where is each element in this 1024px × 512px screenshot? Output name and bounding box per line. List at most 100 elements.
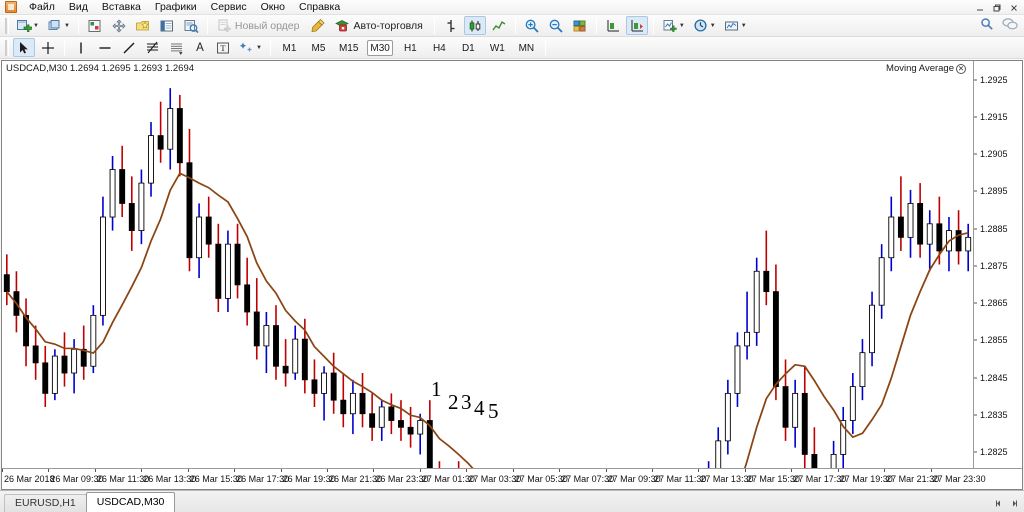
candle-body: [90, 314, 97, 367]
chart-plot-area[interactable]: [2, 61, 973, 468]
indicator-close-icon[interactable]: ✕: [956, 63, 966, 74]
search-icon[interactable]: [980, 17, 994, 36]
crosshair-icon[interactable]: [37, 38, 59, 57]
time-tick-label: 26 Mar 2018: [4, 474, 55, 484]
annotation-5: 5: [488, 399, 499, 423]
candles-group: [3, 88, 972, 468]
new-chart-icon[interactable]: ▼: [13, 16, 42, 35]
candle-body: [3, 274, 10, 293]
toolbar-separator: [64, 39, 65, 56]
equidistant-channel-icon[interactable]: [166, 38, 188, 57]
minimize-button[interactable]: [971, 1, 988, 14]
tab-nav: [993, 497, 1020, 509]
candle-body: [119, 169, 126, 204]
text-label-icon[interactable]: T: [212, 38, 234, 57]
time-tick: [2, 469, 3, 472]
chart-window[interactable]: USDCAD,M30 1.2694 1.2695 1.2693 1.2694 M…: [1, 60, 1023, 490]
tab-eurusd-h1[interactable]: EURUSD,H1: [4, 494, 87, 512]
time-tick: [466, 469, 468, 472]
strategy-tester-icon[interactable]: [180, 16, 202, 35]
cursor-arrow-icon[interactable]: [13, 38, 35, 57]
menu-file[interactable]: Файл: [29, 0, 55, 13]
auto-scroll-icon[interactable]: [625, 16, 648, 35]
menu-charts[interactable]: Графики: [154, 0, 197, 13]
tab-scroll-right-button[interactable]: [1009, 497, 1020, 509]
autotrading-button[interactable]: Авто-торговля: [331, 16, 428, 35]
data-window-icon[interactable]: [108, 16, 130, 35]
time-tick: [512, 469, 514, 472]
vertical-line-icon[interactable]: [70, 38, 92, 57]
tab-scroll-left-button[interactable]: [993, 497, 1004, 509]
bar-chart-icon[interactable]: [440, 16, 462, 35]
periods-clock-icon[interactable]: ▼: [690, 16, 719, 35]
line-chart-icon[interactable]: [488, 16, 510, 35]
time-tick: [327, 469, 328, 472]
time-tick-label: 27 Mar 23:30: [932, 474, 986, 484]
timeframe-h1[interactable]: H1: [403, 42, 417, 54]
candle-body: [282, 365, 289, 374]
trendline-icon[interactable]: [118, 38, 140, 57]
candle-body: [138, 182, 145, 231]
chart-shift-icon[interactable]: [602, 16, 624, 35]
time-tick-label: 26 Mar 23:30: [375, 474, 429, 484]
timeframe-mn[interactable]: MN: [518, 42, 535, 54]
timeframe-m30[interactable]: M30: [367, 39, 393, 56]
fibonacci-icon[interactable]: [142, 38, 164, 57]
timeframe-d1[interactable]: D1: [461, 42, 475, 54]
tab-usdcad-m30[interactable]: USDCAD,M30: [85, 492, 176, 512]
candle-body: [23, 314, 29, 347]
menu-service[interactable]: Сервис: [210, 0, 247, 13]
indicator-label: Moving Average: [886, 63, 954, 74]
timeframe-h4[interactable]: H4: [432, 42, 446, 54]
zoom-out-icon[interactable]: [545, 16, 567, 35]
price-axis[interactable]: 1.2925 1.2915 1.2905 1.2895 1.2885 1.2875 1.28…: [973, 61, 1022, 489]
price-tick-label: 1.2865: [980, 298, 1008, 309]
timeframe-m5[interactable]: M5: [311, 42, 326, 54]
toolbar-grip[interactable]: [5, 39, 9, 56]
price-tick: [974, 451, 977, 453]
timeframe-m1[interactable]: M1: [282, 42, 297, 54]
candle-body: [849, 386, 856, 421]
menu-help[interactable]: Справка: [298, 0, 341, 13]
shapes-icon[interactable]: ▼: [236, 38, 265, 57]
horizontal-line-icon[interactable]: [94, 38, 116, 57]
time-tick-label: 27 Mar 09:30: [607, 474, 661, 484]
chevron-down-icon[interactable]: ▼: [63, 22, 70, 29]
zoom-in-icon[interactable]: [521, 16, 543, 35]
chevron-down-icon[interactable]: ▼: [709, 22, 716, 29]
menu-insert[interactable]: Вставка: [101, 0, 141, 13]
text-tool-icon[interactable]: A: [190, 38, 210, 57]
menu-view[interactable]: Вид: [68, 0, 88, 13]
candle-body: [859, 352, 866, 388]
candle-body: [811, 454, 818, 468]
time-axis[interactable]: 26 Mar 2018 26 Mar 09:30 26 Mar 11:30 26 Ma…: [2, 468, 1022, 489]
terminal-icon[interactable]: [156, 16, 178, 35]
metaeditor-icon[interactable]: [307, 16, 329, 35]
new-order-button[interactable]: Новый ордер: [213, 16, 306, 35]
timeframe-w1[interactable]: W1: [489, 42, 505, 54]
time-tick-label: 26 Mar 13:30: [143, 474, 197, 484]
time-tick-label: 27 Mar 19:30: [839, 474, 893, 484]
chat-icon[interactable]: [1002, 17, 1018, 36]
timeframe-m15[interactable]: M15: [338, 42, 359, 54]
chevron-down-icon[interactable]: ▼: [33, 22, 39, 29]
restore-button[interactable]: [988, 1, 1005, 14]
chevron-down-icon[interactable]: ▼: [256, 44, 262, 51]
chevron-down-icon[interactable]: ▼: [740, 22, 747, 29]
candle-body: [763, 270, 770, 293]
chevron-down-icon[interactable]: ▼: [678, 22, 685, 29]
time-tick-label: 27 Mar 15:30: [746, 474, 800, 484]
menu-window[interactable]: Окно: [260, 0, 285, 13]
templates-icon[interactable]: ▼: [721, 16, 750, 35]
indicators-icon[interactable]: ▼: [659, 16, 688, 35]
candlestick-plot: [3, 88, 972, 468]
tile-windows-icon[interactable]: [569, 16, 591, 35]
market-watch-icon[interactable]: [84, 16, 106, 35]
navigator-icon[interactable]: [132, 16, 154, 35]
candle-body: [388, 406, 395, 421]
close-button[interactable]: [1005, 1, 1022, 14]
profiles-icon[interactable]: ▼: [44, 16, 73, 35]
chart-symbol-label: USDCAD,M30 1.2694 1.2695 1.2693 1.2694: [6, 63, 195, 74]
toolbar-grip[interactable]: [5, 17, 9, 34]
candlestick-chart-icon[interactable]: [463, 16, 486, 35]
